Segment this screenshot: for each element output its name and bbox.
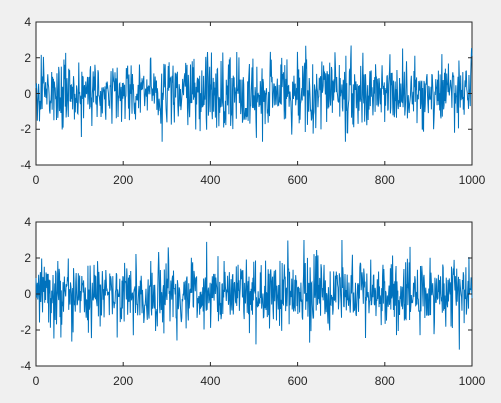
subplot-top: 4 2 0 -2 -4 0 200 400 600 800 1000	[20, 15, 485, 187]
y-tick-label: 2	[24, 251, 31, 265]
y-tick-label: 4	[24, 15, 31, 29]
y-tick-label: 4	[24, 215, 31, 229]
x-tick-label: 800	[375, 173, 395, 187]
y-ticks	[36, 221, 472, 367]
subplot-bottom: 4 2 0 -2 -4 0 200 400 600 800 1000	[20, 215, 485, 388]
x-tick-label: 400	[200, 173, 220, 187]
x-tick-label: 200	[113, 374, 133, 388]
y-tick-label: -4	[20, 158, 31, 172]
y-tick-label: 0	[24, 87, 31, 101]
x-tick-label: 800	[375, 374, 395, 388]
y-tick-label: 2	[24, 51, 31, 65]
x-tick-label: 600	[288, 374, 308, 388]
x-ticks	[35, 22, 473, 165]
x-tick-label: 400	[200, 374, 220, 388]
x-tick-label: 0	[33, 374, 40, 388]
y-tick-label: -2	[20, 323, 31, 337]
y-ticks	[36, 21, 472, 166]
x-tick-label: 0	[33, 173, 40, 187]
y-tick-label: 0	[24, 287, 31, 301]
x-tick-label: 600	[288, 173, 308, 187]
series-line	[35, 239, 473, 350]
y-tick-label: -2	[20, 122, 31, 136]
x-tick-label: 1000	[459, 173, 486, 187]
x-tick-label: 200	[113, 173, 133, 187]
y-tick-label: -4	[20, 359, 31, 373]
x-tick-label: 1000	[459, 374, 486, 388]
series-line	[35, 45, 473, 142]
x-ticks	[35, 222, 473, 366]
